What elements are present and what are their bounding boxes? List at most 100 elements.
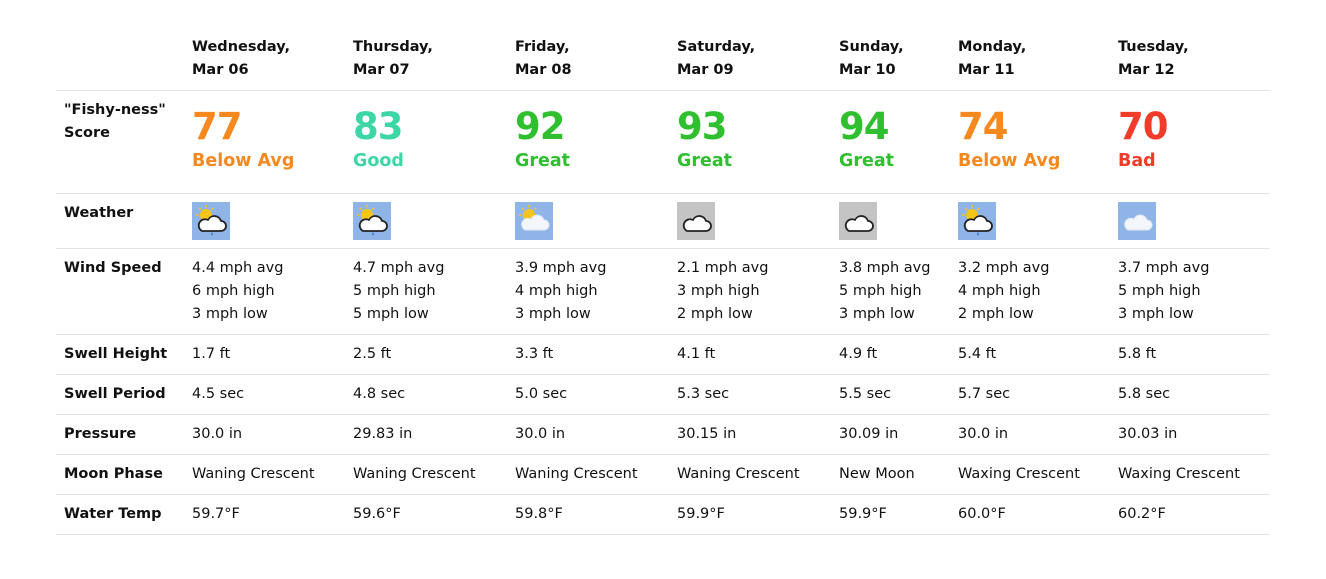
score-label-line1: "Fishy-ness" [64,102,166,118]
score-cell: 93 Great [677,107,732,173]
score-rating: Good [353,151,404,171]
swell-period-label: Swell Period [64,386,166,402]
water-temp-row: Water Temp 59.7°F 59.6°F 59.8°F 59.9°F 59.9°… [56,495,1270,535]
water-temp-value: 59.9°F [677,506,725,522]
wind-high: 4 mph high [958,283,1041,299]
wind-low: 3 mph low [192,306,268,322]
wind-speed-cell: 4.7 mph avg 5 mph high 5 mph low [353,257,444,326]
wind-speed-cell: 4.4 mph avg 6 mph high 3 mph low [192,257,283,326]
day-header: Monday, Mar 11 [958,36,1026,82]
water-temp-value: 59.6°F [353,506,401,522]
swell-period-row: Swell Period 4.5 sec 4.8 sec 5.0 sec 5.3 se… [56,375,1270,415]
header-row: Wednesday, Mar 06 Thursday, Mar 07 Friday, Ma… [56,32,1270,91]
score-rating: Great [677,151,733,171]
day-header: Friday, Mar 08 [515,36,572,82]
day-header: Tuesday, Mar 12 [1118,36,1189,82]
day-name: Friday, [515,39,570,55]
swell-height-value: 5.8 ft [1118,346,1157,362]
pressure-row: Pressure 30.0 in 29.83 in 30.0 in 30.15 in 3… [56,415,1270,455]
score-value: 74 [958,105,1009,148]
day-name: Saturday, [677,39,756,55]
moon-phase-value: Waning Crescent [515,466,638,482]
swell-period-value: 5.0 sec [515,386,568,402]
moon-phase-value: Waxing Crescent [958,466,1080,482]
swell-period-value: 5.7 sec [958,386,1011,402]
wind-speed-cell: 3.8 mph avg 5 mph high 3 mph low [839,257,930,326]
pressure-value: 30.15 in [677,426,737,442]
fishing-forecast-table: Wednesday, Mar 06 Thursday, Mar 07 Friday, Ma… [56,32,1270,535]
pressure-value: 30.0 in [515,426,566,442]
water-temp-value: 59.8°F [515,506,563,522]
score-cell: 70 Bad [1118,107,1168,173]
day-date: Mar 10 [839,62,896,78]
swell-height-value: 2.5 ft [353,346,392,362]
swell-height-value: 1.7 ft [192,346,231,362]
score-value: 92 [515,105,566,148]
swell-period-value: 5.8 sec [1118,386,1171,402]
wind-low: 3 mph low [1118,306,1194,322]
swell-height-value: 4.1 ft [677,346,716,362]
moon-phase-row: Moon Phase Waning Crescent Waning Crescen… [56,455,1270,495]
weather-row: Weather [56,194,1270,249]
day-header: Thursday, Mar 07 [353,36,433,82]
swell-height-value: 3.3 ft [515,346,554,362]
water-temp-label: Water Temp [64,506,162,522]
day-header: Sunday, Mar 10 [839,36,904,82]
day-name: Tuesday, [1118,39,1189,55]
wind-speed-cell: 2.1 mph avg 3 mph high 2 mph low [677,257,768,326]
wind-low: 3 mph low [515,306,591,322]
wind-low: 2 mph low [958,306,1034,322]
moon-phase-value: Waning Crescent [192,466,315,482]
cloudy-icon [839,202,877,240]
score-value: 70 [1118,105,1168,148]
day-name: Monday, [958,39,1027,55]
score-row-label: "Fishy-ness" Score [64,99,166,145]
swell-height-label: Swell Height [64,346,168,362]
score-value: 94 [839,105,890,148]
wind-row-label: Wind Speed [64,260,162,276]
score-rating: Bad [1118,151,1156,171]
day-header: Wednesday, Mar 06 [192,36,290,82]
wind-avg: 3.8 mph avg [839,260,931,276]
partly-cloudy-rain-icon [958,202,996,240]
score-value: 83 [353,105,403,148]
moon-phase-value: Waxing Crescent [1118,466,1240,482]
water-temp-value: 59.9°F [839,506,887,522]
day-date: Mar 12 [1118,62,1175,78]
moon-phase-value: Waning Crescent [353,466,476,482]
cloudy-icon [677,202,715,240]
wind-high: 4 mph high [515,283,598,299]
wind-high: 5 mph high [353,283,436,299]
pressure-value: 30.03 in [1118,426,1178,442]
pressure-value: 30.0 in [192,426,243,442]
score-cell: 77 Below Avg [192,107,294,173]
wind-speed-cell: 3.9 mph avg 4 mph high 3 mph low [515,257,606,326]
day-date: Mar 08 [515,62,572,78]
water-temp-value: 59.7°F [192,506,240,522]
day-date: Mar 07 [353,62,410,78]
cloudy-light-icon [1118,202,1156,240]
score-row: "Fishy-ness" Score 77 Below Avg 83 Good 92 Gr… [56,91,1270,194]
partly-cloudy-icon [515,202,553,240]
wind-high: 3 mph high [677,283,760,299]
wind-high: 5 mph high [1118,283,1201,299]
score-rating: Great [515,151,571,171]
swell-period-value: 5.5 sec [839,386,892,402]
weather-row-label: Weather [64,205,134,221]
day-name: Wednesday, [192,39,291,55]
swell-height-value: 4.9 ft [839,346,878,362]
swell-period-value: 4.5 sec [192,386,245,402]
day-name: Sunday, [839,39,904,55]
wind-avg: 3.7 mph avg [1118,260,1210,276]
wind-speed-cell: 3.2 mph avg 4 mph high 2 mph low [958,257,1049,326]
day-name: Thursday, [353,39,433,55]
wind-low: 2 mph low [677,306,753,322]
score-rating: Below Avg [958,151,1061,171]
score-cell: 74 Below Avg [958,107,1060,173]
wind-low: 3 mph low [839,306,915,322]
day-date: Mar 09 [677,62,734,78]
score-value: 77 [192,105,243,148]
water-temp-value: 60.0°F [958,506,1006,522]
wind-speed-cell: 3.7 mph avg 5 mph high 3 mph low [1118,257,1209,326]
wind-avg: 4.7 mph avg [353,260,445,276]
